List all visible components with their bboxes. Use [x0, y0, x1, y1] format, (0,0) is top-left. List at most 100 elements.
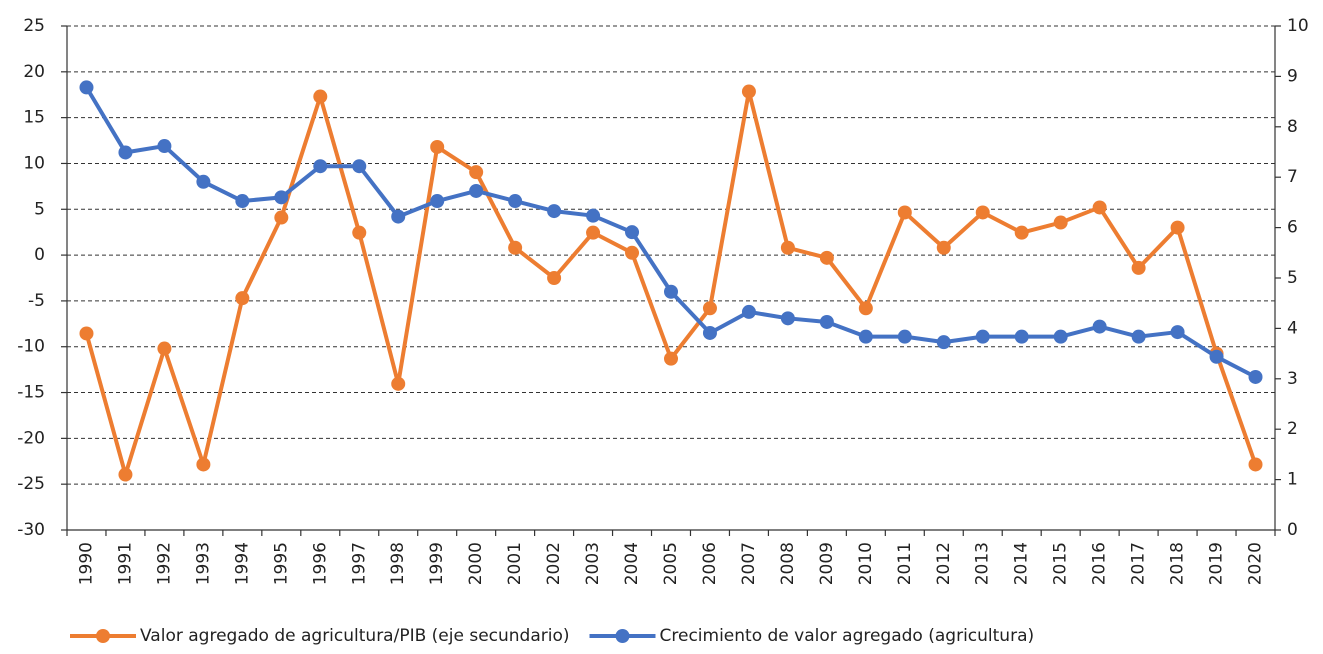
marker [975, 329, 990, 344]
marker [819, 250, 834, 265]
marker [79, 326, 94, 341]
x-tick-label: 2006 [700, 542, 720, 585]
series-line [84, 89, 1258, 477]
x-tick-label: 2000 [466, 542, 486, 585]
x-tick-label: 2009 [817, 542, 837, 585]
marker [118, 467, 133, 482]
y-tick-label: 15 [23, 108, 45, 128]
legend-label: Valor agregado de agricultura/PIB (eje s… [140, 626, 570, 646]
marker [741, 304, 756, 319]
x-tick-label: 2016 [1090, 542, 1110, 585]
y-tick-label: 0 [34, 245, 45, 265]
marker [313, 159, 328, 174]
marker [1092, 319, 1107, 334]
y2-tick-label: 7 [1287, 167, 1298, 187]
y2-tick-label: 4 [1287, 318, 1298, 338]
marker [936, 240, 951, 255]
marker [157, 139, 172, 154]
y-tick-label: 20 [23, 62, 45, 82]
legend-marker [96, 629, 110, 643]
marker [235, 291, 250, 306]
marker [819, 314, 834, 329]
marker [625, 225, 640, 240]
y-tick-label: -25 [17, 474, 45, 494]
y2-tick-label: 0 [1287, 520, 1298, 540]
marker [702, 325, 717, 340]
marker [897, 329, 912, 344]
marker [858, 329, 873, 344]
marker [1170, 325, 1185, 340]
x-tick-label: 2012 [934, 542, 954, 585]
marker [508, 240, 523, 255]
x-tick-label: 1998 [388, 542, 408, 585]
x-tick-label: 2015 [1051, 542, 1071, 585]
marker [858, 301, 873, 316]
x-tick-label: 2014 [1012, 542, 1032, 585]
x-tick-label: 1993 [193, 542, 213, 585]
x-tick-label: 1994 [232, 542, 252, 585]
y-tick-label: -10 [17, 337, 45, 357]
marker [1131, 260, 1146, 275]
x-tick-label: 1991 [115, 542, 135, 585]
y-tick-label: -20 [17, 428, 45, 448]
marker [430, 139, 445, 154]
marker [508, 194, 523, 209]
marker [196, 457, 211, 472]
marker [586, 225, 601, 240]
x-tick-label: 2001 [505, 542, 525, 585]
y-tick-label: 5 [34, 199, 45, 219]
x-tick-label: 1999 [427, 542, 447, 585]
x-tick-label: 2011 [895, 542, 915, 585]
y2-tick-label: 3 [1287, 369, 1298, 389]
marker [235, 194, 250, 209]
marker [586, 208, 601, 223]
marker [1053, 215, 1068, 230]
x-tick-label: 2003 [583, 542, 603, 585]
marker [469, 183, 484, 198]
marker [352, 225, 367, 240]
marker [274, 210, 289, 225]
series-line [84, 86, 1257, 379]
marker [936, 335, 951, 350]
marker [897, 205, 912, 220]
marker [469, 165, 484, 180]
y2-tick-label: 2 [1287, 419, 1298, 439]
x-tick-label: 2008 [778, 542, 798, 585]
x-tick-label: 2005 [661, 542, 681, 585]
y2-tick-label: 5 [1287, 268, 1298, 288]
marker [1170, 220, 1185, 235]
marker [157, 341, 172, 356]
y-tick-label: 25 [23, 16, 45, 36]
y-tick-label: -5 [28, 291, 45, 311]
marker [975, 205, 990, 220]
marker [741, 84, 756, 99]
x-tick-label: 2007 [739, 542, 759, 585]
marker [79, 80, 94, 95]
marker [1131, 329, 1146, 344]
marker [547, 271, 562, 285]
x-tick-label: 1997 [349, 542, 369, 585]
marker [391, 376, 406, 391]
x-tick-label: 1995 [271, 542, 291, 585]
y2-tick-label: 9 [1287, 66, 1298, 86]
marker [1053, 329, 1068, 344]
marker [118, 145, 133, 160]
y2-tick-label: 1 [1287, 470, 1298, 490]
marker [664, 351, 678, 366]
marker [1092, 200, 1107, 215]
marker [196, 174, 211, 189]
marker [780, 240, 795, 255]
marker [625, 245, 640, 260]
x-tick-label: 1990 [76, 542, 96, 585]
x-tick-label: 1992 [154, 542, 174, 585]
x-tick-label: 2010 [856, 542, 876, 585]
x-tick-label: 2004 [622, 542, 642, 585]
legend-marker [615, 629, 630, 643]
y-tick-label: -30 [17, 520, 45, 540]
marker [702, 301, 717, 316]
marker [1209, 349, 1224, 364]
marker [664, 284, 678, 299]
x-tick-label: 2019 [1207, 542, 1227, 585]
x-tick-label: 1996 [310, 542, 330, 585]
